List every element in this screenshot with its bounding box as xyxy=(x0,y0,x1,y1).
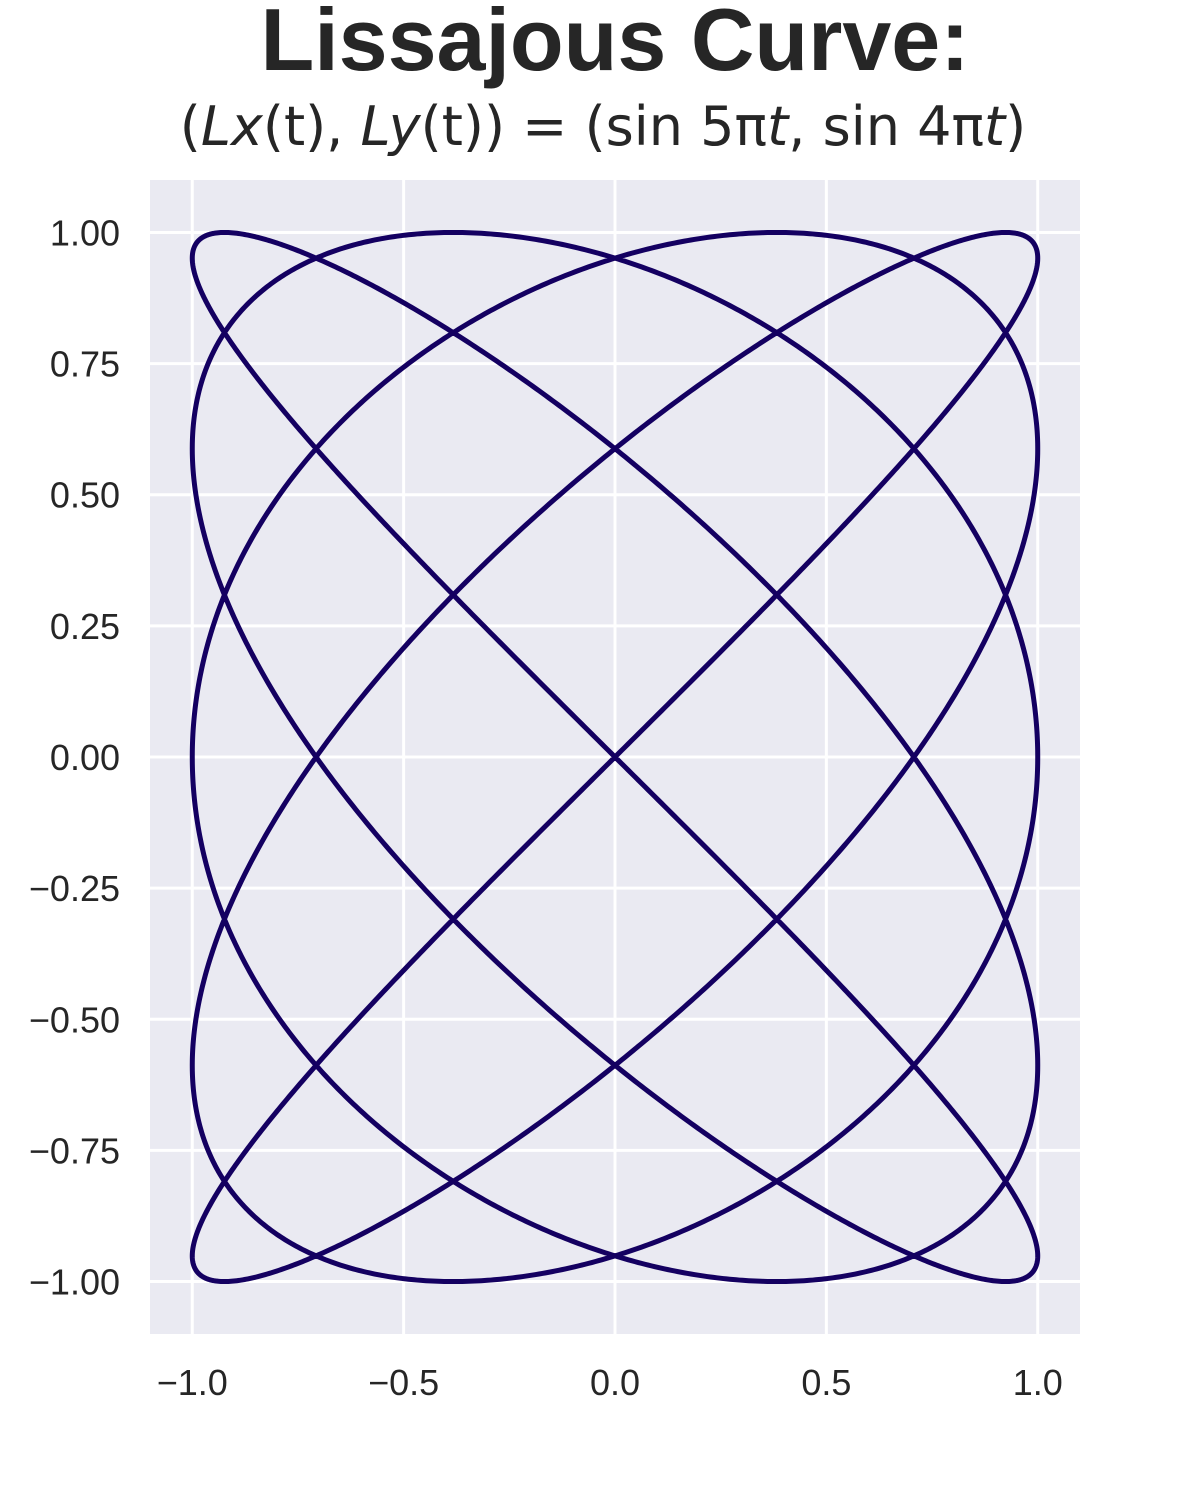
series-line-0 xyxy=(189,229,1041,1285)
x-tick-label: −0.5 xyxy=(368,1362,439,1403)
x-tick-label: 1.0 xyxy=(1013,1362,1063,1403)
y-tick-label: −1.00 xyxy=(29,1262,120,1303)
y-tick-label: −0.25 xyxy=(29,868,120,909)
x-tick-label: 0.5 xyxy=(801,1362,851,1403)
x-tick-label: −1.0 xyxy=(157,1362,228,1403)
y-tick-label: −0.75 xyxy=(29,1130,120,1171)
series-layer xyxy=(189,229,1041,1285)
x-tick-label: 0.0 xyxy=(590,1362,640,1403)
y-tick-label: 0.00 xyxy=(50,737,120,778)
y-tick-label: 0.75 xyxy=(50,344,120,385)
x-axis-ticks: −1.0 −0.5 0.0 0.5 1.0 xyxy=(157,1362,1063,1403)
y-tick-label: −0.50 xyxy=(29,999,120,1040)
y-tick-label: 1.00 xyxy=(50,212,120,253)
chart-title: Lissajous Curve: xyxy=(260,0,969,89)
y-tick-label: 0.25 xyxy=(50,606,120,647)
y-tick-label: 0.50 xyxy=(50,475,120,516)
chart-subtitle: (Lx(t), Ly(t)) = (sin 5πt, sin 4πt) xyxy=(180,95,1027,158)
y-axis-ticks: 1.00 0.75 0.50 0.25 0.00 −0.25 −0.50 −0.75 −1.00 xyxy=(29,212,120,1302)
